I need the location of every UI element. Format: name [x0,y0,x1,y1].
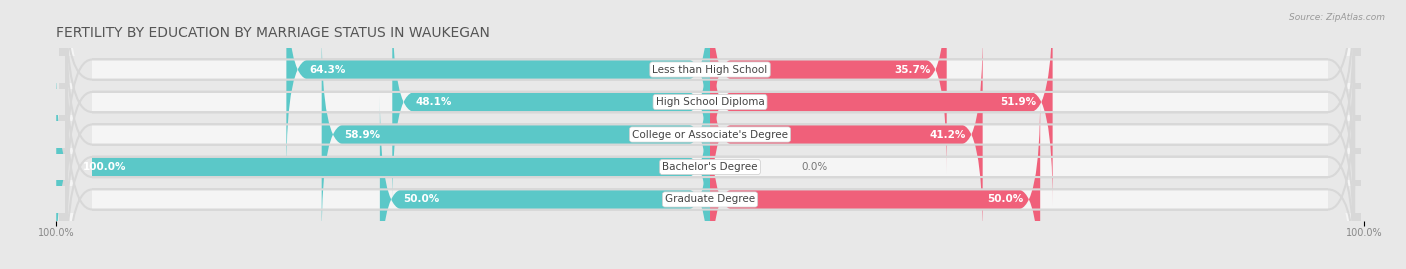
FancyBboxPatch shape [66,15,1354,254]
Text: FERTILITY BY EDUCATION BY MARRIAGE STATUS IN WAUKEGAN: FERTILITY BY EDUCATION BY MARRIAGE STATU… [56,26,491,40]
Text: 100.0%: 100.0% [83,162,127,172]
FancyBboxPatch shape [710,0,1053,206]
Text: 35.7%: 35.7% [894,65,931,75]
FancyBboxPatch shape [1327,56,1364,83]
FancyBboxPatch shape [1327,89,1364,115]
FancyBboxPatch shape [56,89,93,115]
Text: Less than High School: Less than High School [652,65,768,75]
FancyBboxPatch shape [710,0,946,173]
FancyBboxPatch shape [392,0,710,206]
FancyBboxPatch shape [56,63,710,269]
FancyBboxPatch shape [59,0,1361,188]
FancyBboxPatch shape [59,0,1361,221]
Text: Bachelor's Degree: Bachelor's Degree [662,162,758,172]
FancyBboxPatch shape [56,56,93,83]
FancyBboxPatch shape [380,96,710,269]
FancyBboxPatch shape [59,81,1361,269]
FancyBboxPatch shape [66,47,1354,269]
FancyBboxPatch shape [56,154,93,180]
Text: 50.0%: 50.0% [402,194,439,204]
FancyBboxPatch shape [59,48,1361,269]
Text: 51.9%: 51.9% [1000,97,1036,107]
FancyBboxPatch shape [1327,121,1364,148]
Text: 0.0%: 0.0% [801,162,828,172]
Text: 58.9%: 58.9% [344,129,381,140]
FancyBboxPatch shape [66,80,1354,269]
Text: 50.0%: 50.0% [987,194,1024,204]
FancyBboxPatch shape [66,0,1354,189]
Text: High School Diploma: High School Diploma [655,97,765,107]
Text: Source: ZipAtlas.com: Source: ZipAtlas.com [1289,13,1385,22]
FancyBboxPatch shape [710,31,983,238]
FancyBboxPatch shape [66,0,1354,222]
FancyBboxPatch shape [56,121,93,148]
Text: 64.3%: 64.3% [309,65,346,75]
FancyBboxPatch shape [287,0,710,173]
FancyBboxPatch shape [710,96,1040,269]
Text: 41.2%: 41.2% [929,129,966,140]
FancyBboxPatch shape [1327,186,1364,213]
Legend: Married, Unmarried: Married, Unmarried [636,268,785,269]
FancyBboxPatch shape [322,31,710,238]
Text: Graduate Degree: Graduate Degree [665,194,755,204]
FancyBboxPatch shape [59,16,1361,253]
FancyBboxPatch shape [1327,154,1364,180]
Text: College or Associate's Degree: College or Associate's Degree [633,129,787,140]
FancyBboxPatch shape [56,186,93,213]
Text: 48.1%: 48.1% [415,97,451,107]
